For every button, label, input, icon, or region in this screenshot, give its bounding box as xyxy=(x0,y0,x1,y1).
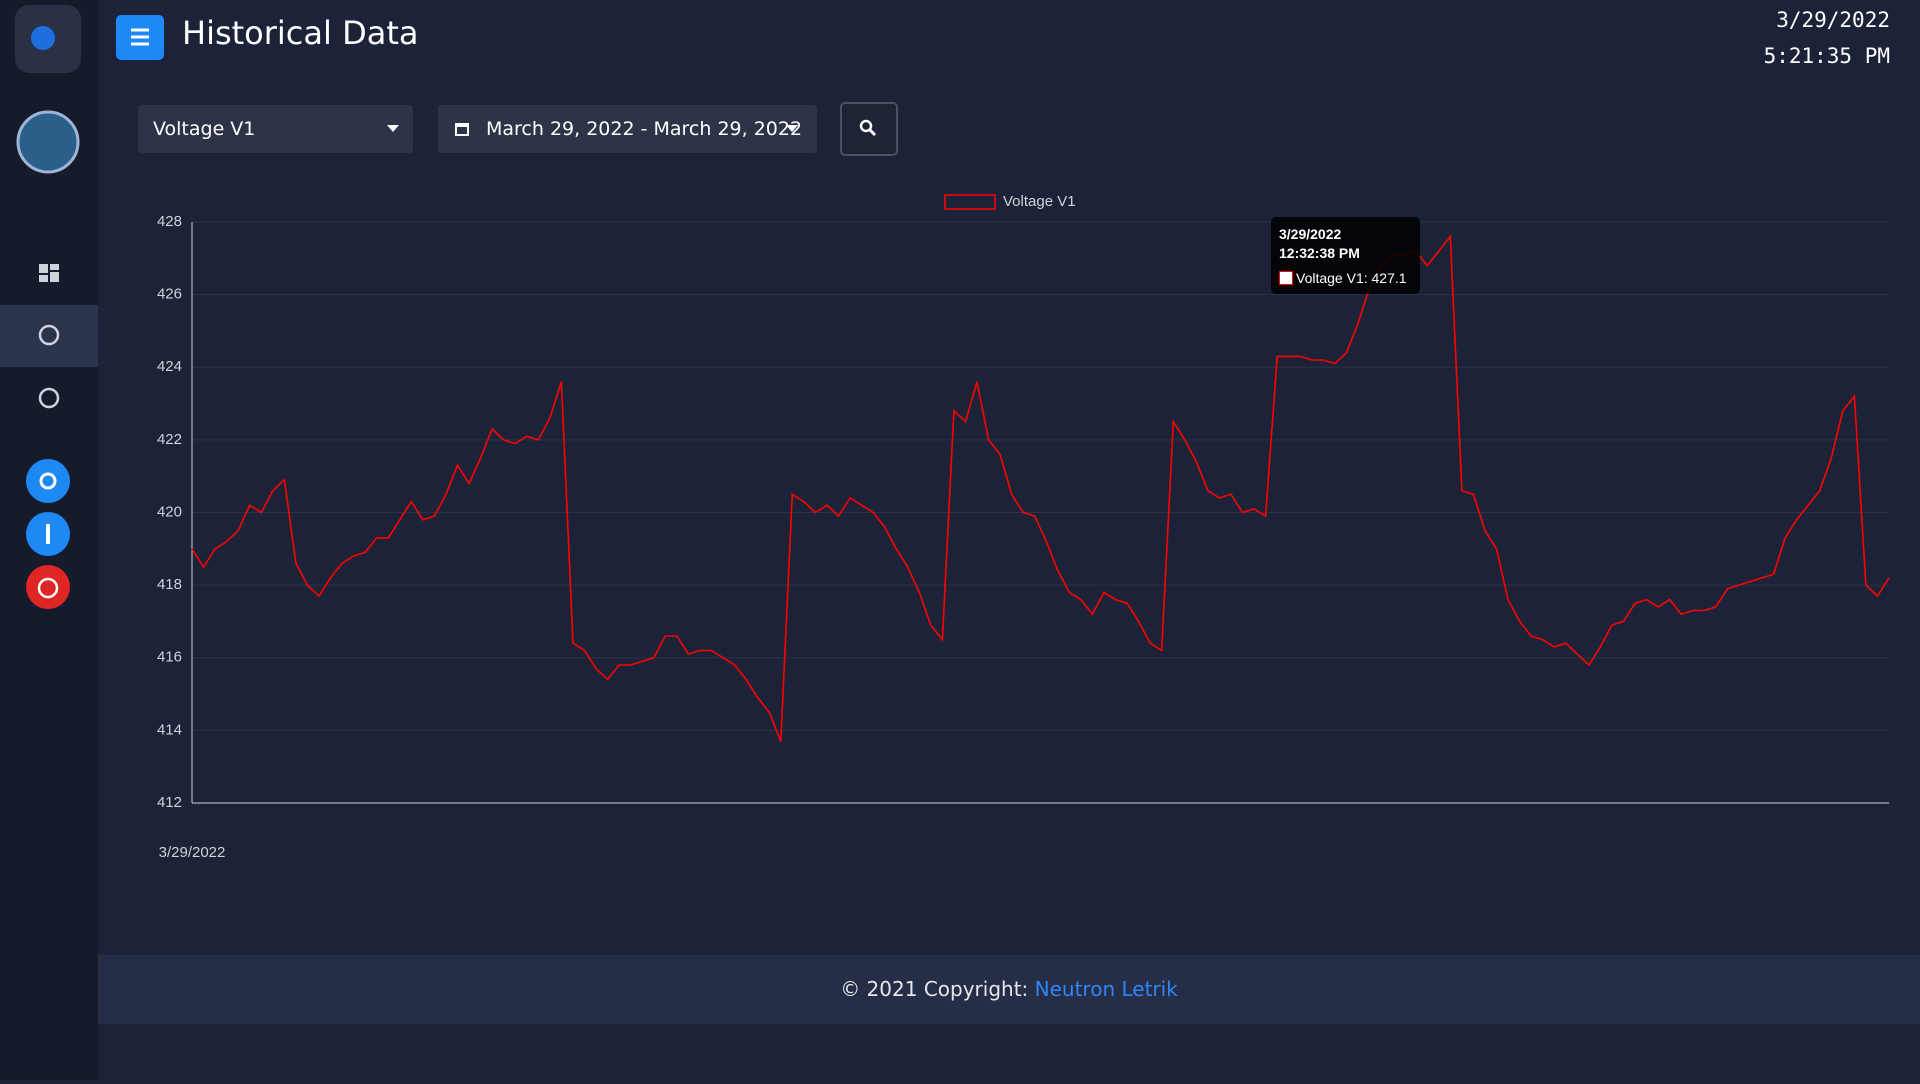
avatar[interactable] xyxy=(16,110,80,174)
dropdown-caret xyxy=(387,125,399,132)
search-button[interactable] xyxy=(840,102,898,156)
line-series xyxy=(191,234,1890,742)
date-range-picker[interactable]: March 29, 2022 - March 29, 2022 xyxy=(438,105,817,153)
menu-button[interactable] xyxy=(116,15,164,60)
y-tick-label: 428 xyxy=(157,213,182,230)
date-range-value: March 29, 2022 - March 29, 2022 xyxy=(486,118,803,140)
y-tick-label: 412 xyxy=(157,794,182,811)
search-icon xyxy=(859,119,877,137)
parameter-select[interactable]: Voltage V1 xyxy=(138,105,413,153)
y-tick-label: 422 xyxy=(157,431,182,448)
power-button[interactable] xyxy=(26,565,70,609)
history-active[interactable] xyxy=(0,305,98,367)
settings-icon xyxy=(39,472,57,490)
chart: 412 414 416 418 420 422 424 426 428 3/29/2022 Volt… xyxy=(157,193,1890,861)
legend-label: Voltage V1 xyxy=(1003,193,1076,210)
footer: © 2021 Copyright: Neutron Letrik xyxy=(98,955,1920,1024)
tooltip: 3/29/2022 12:32:38 PM Voltage V1: 427.1 xyxy=(1271,217,1420,294)
parameter-value: Voltage V1 xyxy=(153,118,256,140)
y-tick-label: 414 xyxy=(157,721,182,738)
tooltip-date: 3/29/2022 xyxy=(1279,226,1342,242)
tooltip-swatch xyxy=(1279,271,1293,285)
dropdown-caret xyxy=(786,125,798,132)
legend-swatch xyxy=(944,194,996,210)
footer-link[interactable]: Neutron Letrik xyxy=(1034,977,1178,1001)
tooltip-time: 12:32:38 PM xyxy=(1279,245,1360,261)
history-icon xyxy=(38,324,60,346)
y-tick-label: 418 xyxy=(157,576,182,593)
calendar-icon xyxy=(455,123,469,136)
settings-button[interactable] xyxy=(26,459,70,503)
clock-date: 3/29/2022 xyxy=(1776,8,1890,32)
sidebar xyxy=(0,0,98,1080)
tooltip-value: Voltage V1: 427.1 xyxy=(1296,270,1407,286)
facebook-icon xyxy=(46,524,50,544)
y-tick-label: 426 xyxy=(157,286,182,303)
x-tick-label: 3/29/2022 xyxy=(159,844,226,861)
logo-mark xyxy=(31,26,55,50)
y-tick-label: 416 xyxy=(157,649,182,666)
y-tick-label: 424 xyxy=(157,358,182,375)
y-tick-label: 420 xyxy=(157,503,182,520)
page-title: Historical Data xyxy=(182,14,419,52)
help-icon[interactable] xyxy=(38,387,60,409)
clock-time: 5:21:35 PM xyxy=(1763,44,1890,68)
menu-icon xyxy=(131,28,149,46)
footer-text: © 2021 Copyright: xyxy=(840,977,1029,1001)
dashboard-icon[interactable] xyxy=(39,264,59,282)
sidebar-icons xyxy=(0,5,98,609)
power-icon xyxy=(37,577,59,599)
